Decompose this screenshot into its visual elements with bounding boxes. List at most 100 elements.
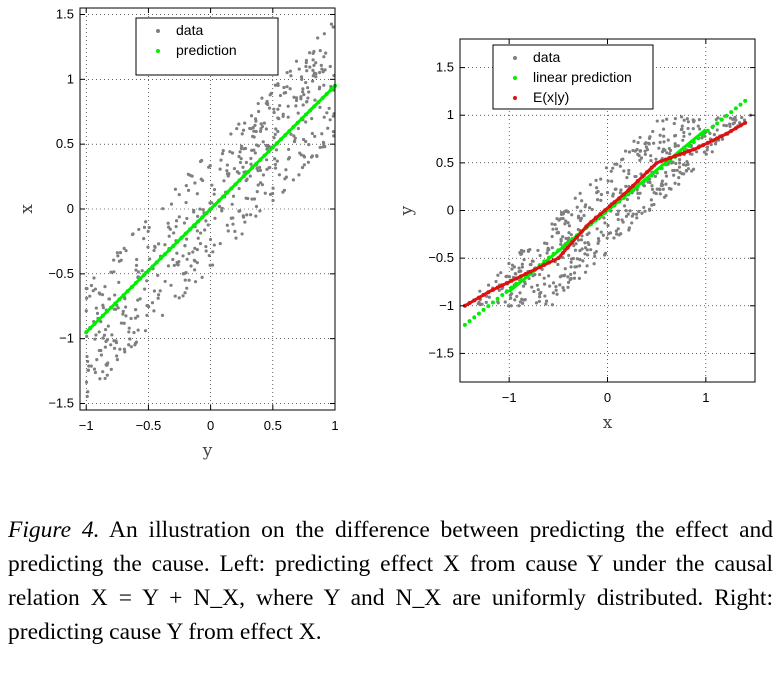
data-point: [302, 154, 306, 158]
data-point: [682, 118, 686, 122]
data-point: [302, 93, 306, 97]
data-point: [595, 227, 599, 231]
data-point: [206, 223, 210, 227]
data-point: [150, 301, 155, 305]
data-point: [578, 248, 582, 253]
data-point: [118, 251, 123, 255]
prediction-point: [743, 98, 748, 103]
data-point: [580, 234, 584, 238]
data-point: [253, 117, 258, 121]
data-point: [244, 178, 248, 183]
data-point: [669, 187, 673, 191]
data-point: [625, 175, 629, 180]
data-point: [650, 187, 655, 191]
caption-text: An illustration on the difference betwee…: [8, 517, 773, 645]
data-point: [175, 262, 180, 266]
data-point: [261, 140, 265, 144]
data-point: [579, 238, 584, 242]
data-point: [322, 32, 326, 36]
data-point: [190, 174, 194, 178]
data-point: [89, 283, 94, 288]
data-point: [186, 188, 191, 193]
prediction-point: [729, 110, 734, 115]
prediction-point: [462, 322, 467, 327]
data-point: [623, 149, 628, 153]
data-point: [733, 115, 737, 120]
data-point: [301, 137, 306, 142]
data-point: [534, 301, 539, 305]
data-point: [271, 198, 275, 203]
data-point: [660, 150, 665, 154]
data-point: [309, 155, 314, 159]
data-point: [311, 68, 315, 72]
data-point: [702, 150, 707, 154]
data-point: [632, 139, 636, 143]
y-tick-label: −1: [439, 298, 454, 313]
data-point: [106, 324, 110, 328]
data-point: [187, 251, 191, 256]
y-tick-label: 0.5: [436, 155, 454, 170]
data-point: [273, 83, 278, 87]
data-point: [520, 265, 524, 269]
data-point: [313, 98, 317, 102]
data-point: [301, 87, 305, 91]
data-point: [110, 333, 114, 337]
legend-marker: [156, 29, 160, 33]
data-point: [619, 188, 623, 192]
data-point: [627, 150, 632, 154]
data-point: [119, 321, 124, 325]
data-point: [634, 212, 639, 216]
data-point: [315, 154, 319, 158]
data-point: [193, 181, 197, 185]
data-point: [664, 170, 668, 175]
data-point: [322, 115, 326, 119]
data-point: [709, 142, 713, 147]
data-point: [220, 151, 225, 156]
data-point: [677, 182, 681, 186]
data-point: [177, 296, 181, 300]
data-point: [583, 270, 588, 274]
prediction-point: [481, 307, 486, 312]
data-point: [291, 178, 296, 182]
data-point: [289, 74, 293, 78]
data-point: [518, 291, 522, 295]
data-point: [294, 104, 298, 108]
data-point: [513, 298, 517, 302]
prediction-point: [715, 121, 720, 126]
data-point: [665, 151, 669, 155]
data-point: [645, 148, 650, 152]
data-point: [666, 138, 670, 142]
data-point: [662, 134, 666, 138]
data-point: [211, 250, 215, 254]
data-point: [538, 295, 542, 299]
data-point: [521, 284, 526, 288]
data-point: [582, 213, 586, 218]
data-point: [241, 165, 245, 169]
data-point: [115, 357, 120, 362]
data-point: [92, 276, 96, 280]
data-point: [153, 245, 157, 249]
data-point: [314, 61, 318, 65]
data-point: [305, 69, 309, 73]
data-point: [695, 150, 699, 154]
data-point: [262, 121, 266, 125]
data-point: [664, 174, 669, 178]
data-point: [196, 236, 200, 240]
data-point: [252, 197, 257, 201]
data-point: [583, 246, 588, 250]
data-point: [93, 370, 98, 375]
data-point: [85, 334, 89, 338]
data-point: [101, 303, 105, 307]
data-point: [312, 71, 316, 75]
data-point: [540, 267, 544, 271]
data-point: [532, 289, 536, 294]
data-point: [658, 188, 662, 192]
data-point: [145, 304, 149, 308]
legend-label: E(x|y): [533, 89, 569, 105]
data-point: [519, 252, 524, 256]
data-point: [128, 337, 132, 341]
data-point: [571, 256, 575, 261]
data-point: [647, 207, 652, 211]
data-point: [486, 283, 491, 287]
data-point: [627, 228, 631, 232]
